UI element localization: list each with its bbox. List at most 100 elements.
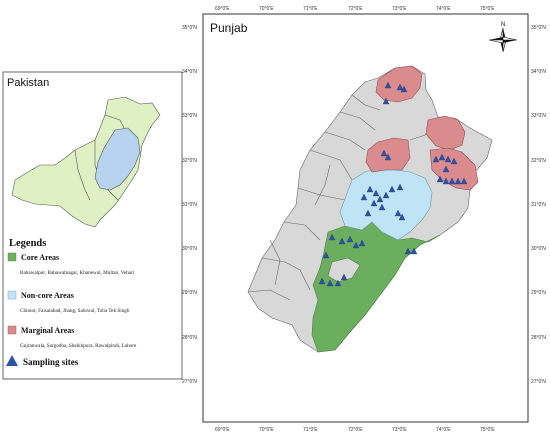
lon-label: 69°0'E [215,6,230,12]
core-label: Core Areas [21,253,59,262]
lon-labels-top: 69°0'E 70°0'E 71°0'E 72°0'E 73°0'E 74°0'… [215,6,495,12]
province-line [74,149,91,201]
lat-label: 28°0'N [531,335,546,341]
lat-label: 34°0'N [531,69,546,75]
marginal-area [375,65,423,103]
core-swatch [7,252,17,262]
lon-label: 71°0'E [303,6,318,12]
lon-label: 69°0'E [215,427,230,433]
district-line [314,164,331,206]
north-label: N [501,22,505,28]
sampling-site-marker [398,213,406,221]
district-line [261,257,311,291]
lat-label: 28°0'N [182,335,197,341]
lon-label: 71°0'E [303,427,318,433]
core-districts: Bahawalpur, Bahawalnagar, Khanewal, Mult… [20,270,135,276]
sampling-site-marker [436,175,444,183]
lon-label: 75°0'E [480,427,495,433]
lat-labels-right: 35°0'N 34°0'N 33°0'N 32°0'N 31°0'N 30°0'… [531,25,546,385]
sampling-site-marker [454,177,462,185]
map-title: Punjab [210,21,248,35]
north-arrow-icon: N [488,22,518,53]
sampling-site-marker [450,157,458,165]
sampling-site-marker [410,247,418,255]
district-line [309,149,353,181]
core-area-hole [327,257,361,283]
sampling-site-marker [388,185,396,193]
sampling-site-marker [396,83,404,91]
lat-label: 33°0'N [531,113,546,119]
sampling-site-marker [370,199,378,207]
sampling-site-marker [322,251,330,259]
lon-label: 73°0'E [392,6,407,12]
lat-label: 32°0'N [182,158,197,164]
sampling-site-marker [318,277,326,285]
sampling-site-marker [432,155,440,163]
sampling-site-marker [378,203,386,211]
lat-label: 30°0'N [531,246,546,252]
sampling-sites [318,81,468,287]
sampling-site-marker [352,241,360,249]
sites-label: Sampling sites [23,357,79,367]
lon-labels-bottom: 69°0'E 70°0'E 71°0'E 72°0'E 73°0'E 74°0'… [215,427,495,433]
sampling-site-marker [438,153,446,161]
sampling-site-marker [442,177,450,185]
lat-label: 32°0'N [531,158,546,164]
lat-labels-left: 35°0'N 34°0'N 33°0'N 32°0'N 31°0'N 30°0'… [182,25,197,385]
sampling-site-marker [448,177,456,185]
sampling-site-marker [364,209,372,217]
sampling-site-marker [382,97,390,105]
sampling-site-marker [400,85,408,93]
lat-label: 35°0'N [531,25,546,31]
marginal-label: Marginal Areas [21,326,74,335]
lon-label: 73°0'E [392,427,407,433]
lon-label: 72°0'E [348,6,363,12]
sampling-site-marker [444,155,452,163]
district-line [283,221,321,241]
lon-label: 72°0'E [348,427,363,433]
noncore-swatch [7,290,17,300]
district-line [324,131,366,151]
lat-label: 34°0'N [182,69,197,75]
lon-label: 74°0'E [436,6,451,12]
district-line [247,289,291,301]
sampling-site-marker [360,193,368,201]
sampling-site-marker [460,177,468,185]
sampling-site-marker [326,279,334,287]
sampling-site-marker [376,195,384,203]
pakistan-inset-map [11,96,161,228]
lat-label: 33°0'N [182,113,197,119]
district-line [351,94,381,111]
lat-label: 29°0'N [182,290,197,296]
marginal-area [425,115,466,151]
inset-title: Pakistan [7,77,49,89]
sampling-site-marker [382,191,390,199]
marginal-swatch [7,325,17,335]
sampling-site-marker [366,185,374,193]
lat-label: 31°0'N [531,202,546,208]
sampling-site-marker [372,189,380,197]
sampling-site-marker [338,237,346,245]
sampling-site-marker [334,279,342,287]
lon-label: 75°0'E [480,6,495,12]
sampling-site-marker [358,239,366,247]
lat-label: 27°0'N [531,379,546,385]
province-line [104,114,126,131]
sampling-site-marker [442,165,450,173]
lat-label: 35°0'N [182,25,197,31]
lat-label: 27°0'N [182,379,197,385]
punjab-inset [94,127,141,191]
sampling-site-marker [404,247,412,255]
district-line [269,239,281,286]
legend-title: Legends [9,238,46,249]
main-map: 35°0'N 34°0'N 33°0'N 32°0'N 31°0'N 30°0'… [182,6,546,433]
noncore-label: Non-core Areas [21,291,74,300]
sampling-site-marker [394,209,402,217]
sampling-site-marker [384,81,392,89]
sampling-site-legend-icon [6,355,18,366]
legend-panel: Pakistan Legends Core Areas Bahawalpur, … [2,71,183,380]
sampling-site-marker [328,233,336,241]
lat-label: 29°0'N [531,290,546,296]
sampling-site-marker [396,183,404,191]
